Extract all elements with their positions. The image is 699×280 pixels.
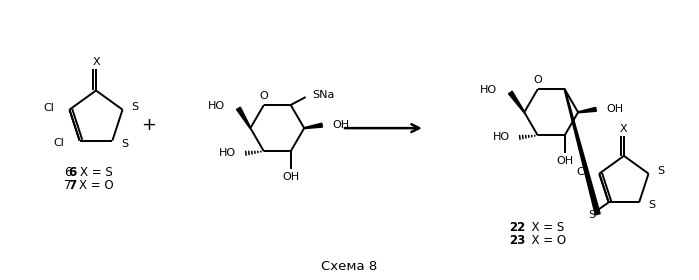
Text: O: O xyxy=(533,75,542,85)
Text: S: S xyxy=(131,102,138,112)
Text: S: S xyxy=(658,166,665,176)
Text: OH: OH xyxy=(606,104,623,114)
Text: Cl: Cl xyxy=(54,138,65,148)
Text: 7  X = O: 7 X = O xyxy=(64,179,114,192)
Text: S: S xyxy=(588,210,596,220)
Text: X = S: X = S xyxy=(524,221,565,234)
Text: Схема 8: Схема 8 xyxy=(321,260,377,273)
Polygon shape xyxy=(508,91,525,113)
Text: HO: HO xyxy=(219,148,236,158)
Text: X = O: X = O xyxy=(524,234,566,248)
Text: SNa: SNa xyxy=(312,90,335,100)
Text: HO: HO xyxy=(208,101,226,111)
Text: Cl: Cl xyxy=(43,103,55,113)
Text: OH: OH xyxy=(332,120,350,130)
Text: OH: OH xyxy=(282,172,299,182)
Polygon shape xyxy=(578,107,596,113)
Text: 6  X = S: 6 X = S xyxy=(65,166,113,179)
Text: O: O xyxy=(259,91,268,101)
Text: HO: HO xyxy=(480,85,498,95)
Text: X: X xyxy=(620,124,628,134)
Text: 7: 7 xyxy=(68,179,76,192)
Text: X: X xyxy=(92,57,100,67)
Text: 22: 22 xyxy=(510,221,526,234)
Text: S: S xyxy=(122,139,129,149)
Text: 6: 6 xyxy=(68,166,76,179)
Text: HO: HO xyxy=(493,132,510,143)
Text: S: S xyxy=(648,200,655,210)
Text: 23: 23 xyxy=(510,234,526,248)
Polygon shape xyxy=(564,89,600,215)
Polygon shape xyxy=(304,123,322,129)
Text: Cl: Cl xyxy=(577,167,587,177)
Polygon shape xyxy=(236,107,251,128)
Text: OH: OH xyxy=(556,156,573,166)
Text: +: + xyxy=(141,116,157,134)
